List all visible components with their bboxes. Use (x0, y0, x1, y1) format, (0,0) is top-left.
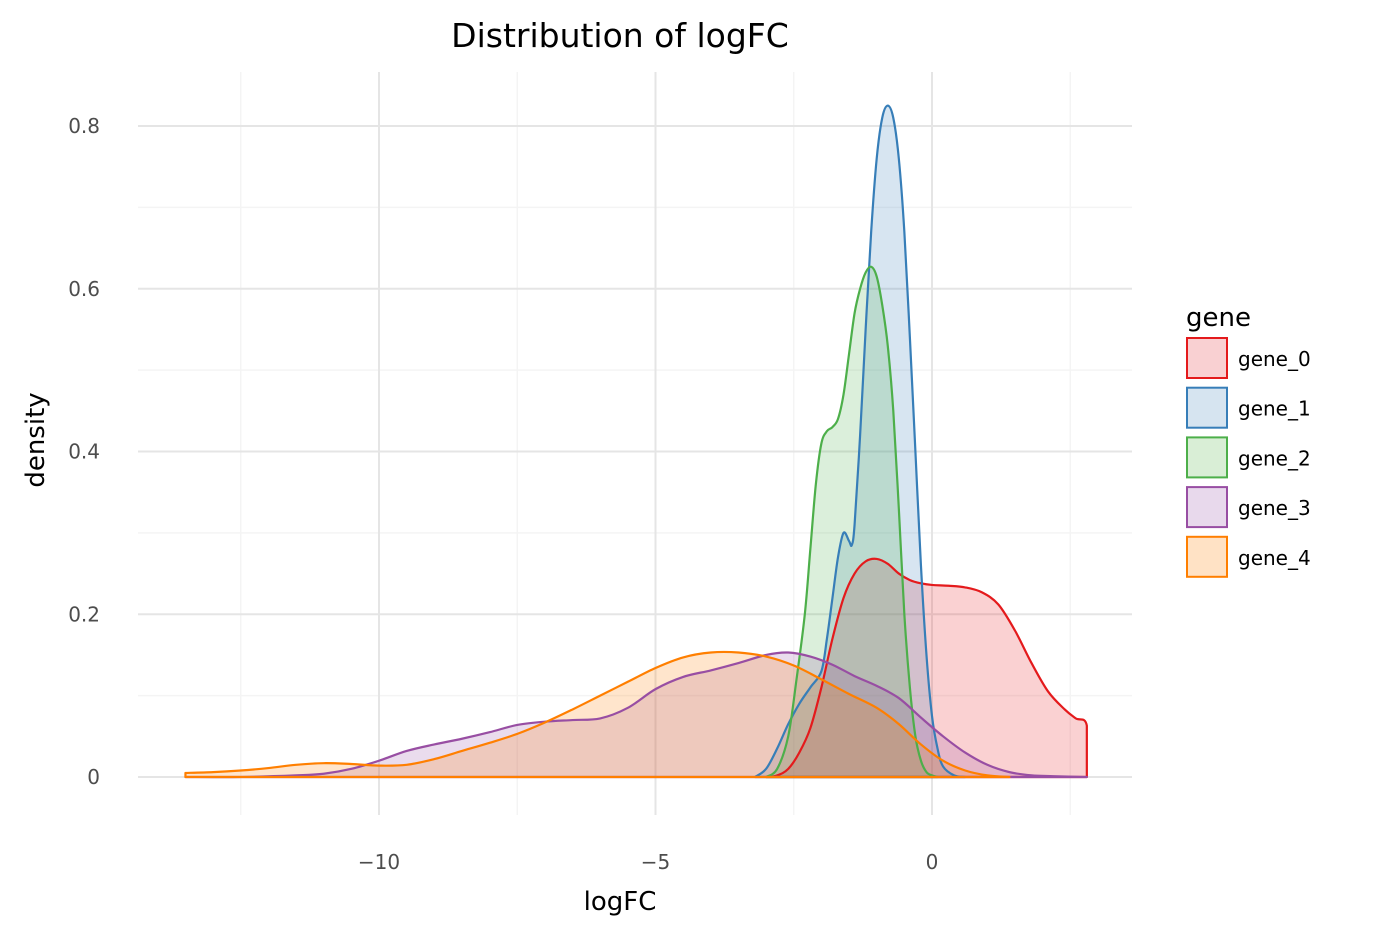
legend-swatch-gene-3 (1186, 486, 1228, 529)
legend-swatch-gene-1 (1186, 386, 1228, 429)
legend-label-gene-4: gene_4 (1238, 546, 1311, 570)
density-line-gene-0 (765, 557, 1088, 779)
x-tick-label: 0 (926, 850, 939, 874)
density-line-gene-3 (184, 651, 1088, 779)
legend-swatch-gene-0 (1186, 337, 1228, 379)
chart-title: Distribution of logFC (451, 16, 789, 55)
density-line-gene-4 (184, 650, 1011, 779)
density-lines (184, 104, 1088, 779)
y-tick-label: 0.8 (68, 114, 100, 138)
y-axis-title: density (21, 392, 51, 487)
y-tick-label: 0 (87, 765, 100, 789)
legend-items: gene_0 gene_1 gene_2 gene_3 gene_4 (1186, 337, 1311, 578)
y-tick-label: 0.6 (68, 277, 100, 301)
legend-label-gene-0: gene_0 (1238, 347, 1311, 371)
legend: gene gene_0 gene_1 gene_2 gene_3 gene_4 (1186, 303, 1311, 578)
y-tick-label: 0.4 (68, 440, 100, 464)
x-tick-label: −5 (641, 850, 670, 874)
legend-swatch-gene-2 (1186, 436, 1228, 479)
legend-label-gene-2: gene_2 (1238, 446, 1311, 470)
y-tick-label: 0.2 (68, 602, 100, 626)
y-axis-ticks: 0 0.2 0.4 0.6 0.8 (68, 114, 100, 789)
x-tick-label: −10 (358, 850, 400, 874)
density-line-gene-1 (753, 104, 967, 779)
density-area-gene-3 (185, 652, 1087, 778)
x-axis-title: logFC (584, 887, 657, 917)
legend-swatch-gene-4 (1186, 535, 1228, 578)
legend-title: gene (1186, 303, 1251, 333)
legend-label-gene-3: gene_3 (1238, 496, 1311, 520)
density-area-gene-2 (766, 266, 938, 777)
legend-label-gene-1: gene_1 (1238, 397, 1311, 421)
x-axis-ticks: −10 −5 0 (358, 850, 938, 874)
grid-minor (138, 72, 1132, 815)
density-line-gene-2 (765, 265, 939, 779)
